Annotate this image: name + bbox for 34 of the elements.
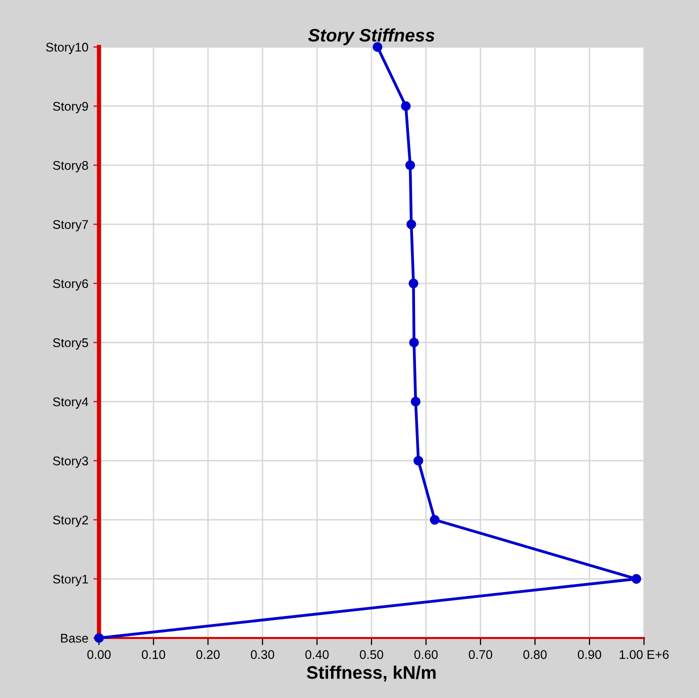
- x-axis-title: Stiffness, kN/m: [306, 666, 436, 682]
- y-tick-label: Story1: [53, 574, 88, 586]
- y-tick-label: Base: [61, 634, 88, 643]
- point: [409, 338, 419, 348]
- x-tick-label: 0.20: [196, 650, 220, 659]
- y-tick-label: Story6: [53, 279, 88, 291]
- x-tick-label: 0.90: [578, 650, 602, 659]
- x-tick-label: 0.30: [250, 650, 274, 659]
- point: [372, 42, 382, 52]
- y-tick-label: Story3: [53, 456, 88, 468]
- y-tick-label: Story5: [53, 338, 88, 350]
- x-tick-label: 0.00: [87, 650, 111, 659]
- point: [414, 456, 424, 466]
- x-tick-label: 0.80: [523, 650, 547, 659]
- point: [632, 574, 642, 584]
- point: [405, 160, 416, 170]
- x-tick-label: 0.40: [305, 650, 329, 659]
- x-tick-label: 0.10: [142, 650, 166, 659]
- point: [400, 101, 411, 111]
- y-tick-label: Story2: [53, 516, 88, 527]
- chart-title: Story Stiffness: [308, 28, 434, 46]
- x-tick-label: 0.70: [468, 650, 492, 659]
- x-tick-label: 0.60: [414, 650, 438, 659]
- x-tick-label: 0.50: [360, 650, 384, 659]
- y-tick-label: Story4: [53, 397, 88, 409]
- point: [406, 219, 416, 230]
- x-tick-label: 1.00 E+6: [620, 650, 669, 659]
- point: [408, 278, 418, 288]
- point: [430, 514, 440, 525]
- y-tick-label: Story8: [53, 161, 88, 172]
- y-tick-label: Story7: [53, 220, 88, 232]
- point: [410, 396, 421, 406]
- y-tick-label: Story9: [53, 102, 88, 114]
- y-tick-label: Story10: [46, 42, 88, 54]
